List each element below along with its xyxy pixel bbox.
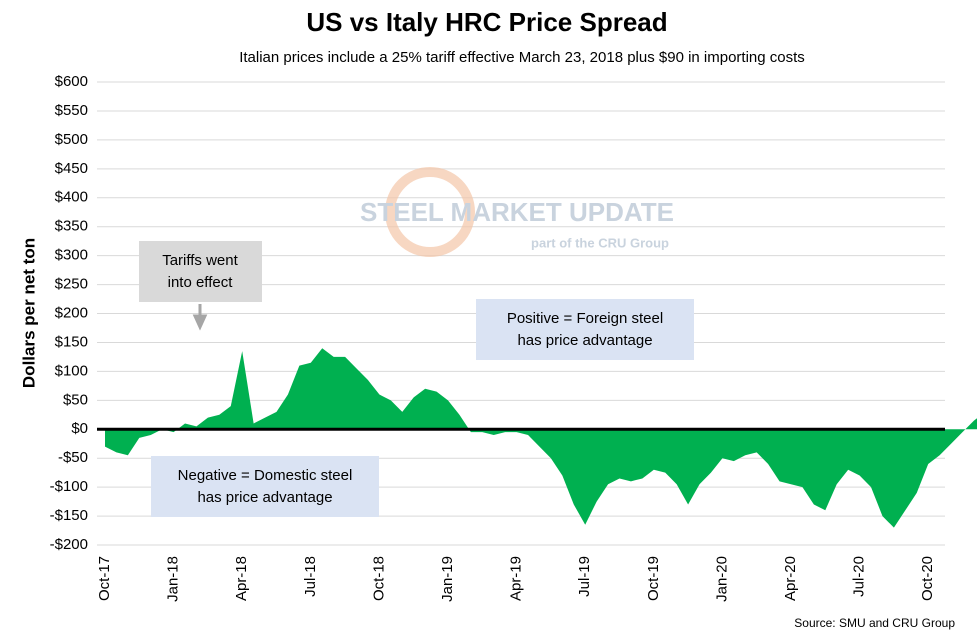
x-tick-label: Jul-18 <box>302 556 319 597</box>
annotation-box <box>476 299 694 360</box>
y-tick-label: $250 <box>55 276 88 293</box>
chart-title: US vs Italy HRC Price Spread <box>306 7 667 37</box>
x-tick-label: Oct-19 <box>645 556 662 601</box>
annotation-box <box>151 456 379 517</box>
x-tick-label: Jan-20 <box>713 556 730 602</box>
annotation-text: Tariffs went <box>162 252 238 269</box>
annotation-text: has price advantage <box>517 332 652 349</box>
watermark-text: STEEL MARKET UPDATE <box>360 197 674 227</box>
annotation-arrow <box>192 304 208 331</box>
y-axis-label: Dollars per net ton <box>19 238 38 388</box>
area <box>105 348 977 528</box>
y-tick-label: -$100 <box>50 478 88 495</box>
x-tick-label: Oct-17 <box>96 556 113 601</box>
y-tick-label: $550 <box>55 102 88 119</box>
annotation-text: Positive = Foreign steel <box>507 310 663 327</box>
x-tick-label: Apr-19 <box>508 556 525 601</box>
x-tick-label: Jan-18 <box>165 556 182 602</box>
x-tick-label: Jul-20 <box>851 556 868 597</box>
y-tick-label: $450 <box>55 160 88 177</box>
annotation-box <box>139 241 262 302</box>
y-tick-label: -$50 <box>58 449 88 466</box>
y-tick-label: $350 <box>55 218 88 235</box>
y-tick-label: $50 <box>63 391 88 408</box>
x-tick-label: Apr-18 <box>233 556 250 601</box>
y-tick-label: $300 <box>55 247 88 264</box>
ticks: -$200 -$150 -$100 -$50 $0 $50 $100 $150 $200 $250… <box>50 73 937 602</box>
source: Source: SMU and CRU Group <box>794 616 955 630</box>
y-tick-label: $200 <box>55 304 88 321</box>
annotation-text: Negative = Domestic steel <box>178 467 353 484</box>
y-tick-label: $600 <box>55 73 88 90</box>
y-tick-label: $500 <box>55 131 88 148</box>
y-tick-label: -$150 <box>50 507 88 524</box>
annotation-text: has price advantage <box>197 489 332 506</box>
annotations: Tariffs went into effect Positive = Foreig… <box>139 241 694 517</box>
x-tick-label: Oct-18 <box>370 556 387 601</box>
x-tick-label: Jul-19 <box>576 556 593 597</box>
x-tick-label: Oct-20 <box>919 556 936 601</box>
area-layer <box>97 348 977 528</box>
y-tick-label: $0 <box>71 420 88 437</box>
y-tick-label: $400 <box>55 189 88 206</box>
y-tick-label: $100 <box>55 362 88 379</box>
chart-subtitle: Italian prices include a 25% tariff effe… <box>239 49 805 66</box>
x-tick-label: Apr-20 <box>782 556 799 601</box>
watermark: STEEL MARKET UPDATE part of the CRU Grou… <box>360 167 674 257</box>
y-tick-label: -$200 <box>50 536 88 553</box>
x-tick-label: Jan-19 <box>439 556 456 602</box>
y-tick-label: $150 <box>55 333 88 350</box>
watermark-subtext: part of the CRU Group <box>531 235 669 250</box>
annotation-text: into effect <box>168 274 234 291</box>
watermark-logo <box>385 167 475 257</box>
